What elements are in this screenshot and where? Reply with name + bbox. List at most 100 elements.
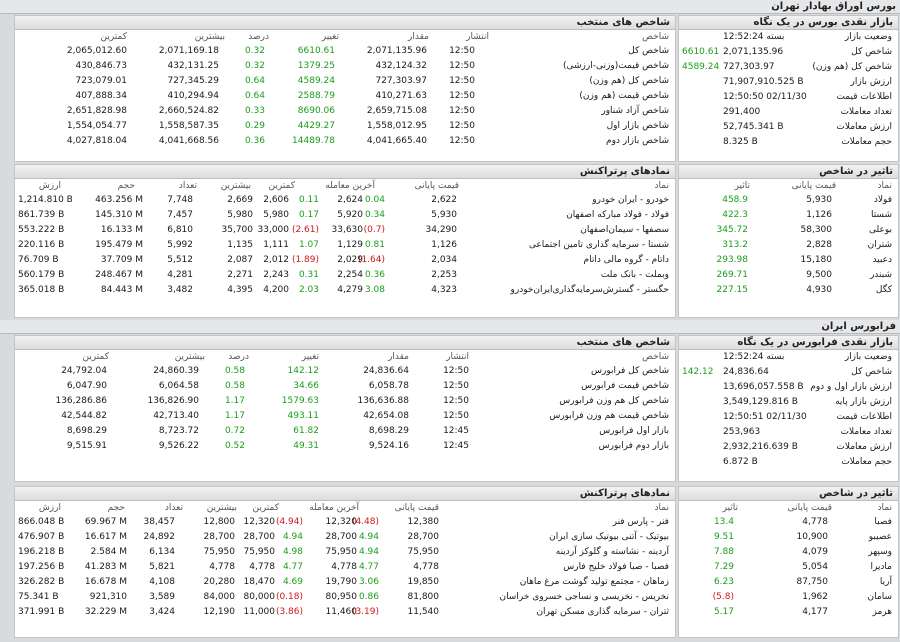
symbol-name: فولاد - فولاد مبارکه اصفهان: [566, 210, 669, 220]
symbol-close-change: 0.36: [364, 270, 385, 280]
index-time: 12:50: [443, 366, 469, 376]
ifb-indices-header-row: شاخص انتشار مقدار تغییر درصد بیشترین کمت…: [15, 350, 675, 364]
snapshot-label: تعداد معاملات: [840, 427, 892, 437]
impact-row[interactable]: آریا 87,750 6.23: [679, 575, 898, 590]
index-name: شاخص کل فرابورس: [591, 366, 669, 376]
symbol-row[interactable]: وبملت - بانک ملت 2,253 0.36 2,254 0.31 2,243 2…: [15, 268, 675, 283]
symbol-last-change: (3.86): [275, 607, 303, 617]
symbol-row[interactable]: آردینه - نشاسته و گلوکز آردینه 75,950 4.94…: [15, 545, 675, 560]
snapshot-change: 142.12: [682, 367, 714, 377]
symbol-count: 7,748: [167, 195, 193, 205]
col-header-value: مقدار: [388, 352, 409, 362]
symbol-row[interactable]: حگستر - گسترش‌سرمایه‌گذاری‌ایران‌خودرو 4,…: [15, 283, 675, 298]
symbol-last: 2,624: [337, 195, 363, 205]
index-row[interactable]: شاخص قیمت هم وزن فرابورس 12:50 42,654.08 49…: [15, 409, 675, 424]
snapshot-row: شاخص کل 24,836.64 142.12: [679, 365, 898, 380]
symbol-last-change: 4.69: [282, 577, 303, 587]
snapshot-label: تعداد معاملات: [840, 107, 892, 117]
impact-row[interactable]: دعبید 15,180 293.98: [679, 253, 898, 268]
index-row[interactable]: بازار دوم فرابورس 12:45 9,524.16 49.31 0.52 9…: [15, 439, 675, 454]
impact-price: 87,750: [796, 577, 829, 587]
col-header-time: انتشار: [466, 32, 489, 42]
index-row[interactable]: بازار اول فرابورس 12:45 8,698.29 61.82 0.72 8…: [15, 424, 675, 439]
impact-price: 5,930: [806, 195, 832, 205]
symbol-row[interactable]: ثتران - سرمایه گذاری مسکن تهران 11,540 (3.…: [15, 605, 675, 620]
snapshot-value: 253,963: [723, 427, 761, 437]
symbol-last: 4,778: [331, 562, 357, 572]
col-header-high: بیشترین: [174, 352, 205, 362]
index-low: 2,065,012.60: [66, 46, 127, 56]
col-header-low: کمترین: [82, 352, 109, 362]
index-high: 410,294.94: [167, 91, 219, 101]
impact-row[interactable]: بوعلی 58,300 345.72: [679, 223, 898, 238]
impact-effect: (5.8): [712, 592, 734, 602]
snapshot-row: تعداد معاملات 291,400: [679, 105, 898, 120]
symbol-count: 5,821: [149, 562, 175, 572]
symbol-close: 28,700: [407, 532, 440, 542]
impact-row[interactable]: وسپهر 4,079 7.88: [679, 545, 898, 560]
snapshot-value: 8.325 B: [723, 137, 758, 147]
snapshot-row: ارزش بازار پایه 3,549,129.816 B: [679, 395, 898, 410]
index-row[interactable]: شاخص قیمت فرابورس 12:50 6,058.78 34.66 0.58 6…: [15, 379, 675, 394]
impact-row[interactable]: شبندر 9,500 269.71: [679, 268, 898, 283]
symbol-close-change: 3.08: [364, 285, 385, 295]
symbol-close: 1,126: [431, 240, 457, 250]
symbol-volume: 69.967 M: [84, 517, 127, 527]
impact-row[interactable]: شتران 2,828 313.2: [679, 238, 898, 253]
symbol-count: 4,108: [149, 577, 175, 587]
impact-symbol: فصبا: [874, 517, 892, 527]
impact-row[interactable]: مادیرا 5,054 7.29: [679, 560, 898, 575]
impact-price: 4,177: [802, 607, 828, 617]
col-header-low: کمترین: [252, 503, 279, 513]
impact-row[interactable]: شستا 1,126 422.3: [679, 208, 898, 223]
index-high: 727,345.29: [167, 76, 219, 86]
symbol-row[interactable]: فنر - پارس فنر 12,380 (4.48) 12,320 (4.94) 12…: [15, 515, 675, 530]
impact-symbol: دعبید: [872, 255, 892, 265]
col-header-value: مقدار: [408, 32, 429, 42]
index-high: 8,723.72: [158, 426, 199, 436]
col-header-index: شاخص: [642, 32, 669, 42]
symbol-row[interactable]: بیوتیک - آتنی بیوتیک سازی ایران 28,700 4.9…: [15, 530, 675, 545]
snapshot-value: بسته 12:52:24: [723, 352, 785, 362]
impact-row[interactable]: سامان 1,962 (5.8): [679, 590, 898, 605]
snapshot-label: ارزش بازار: [850, 77, 892, 87]
index-row[interactable]: شاخص بازار دوم 12:50 4,041,665.40 14489.78 0…: [15, 134, 675, 149]
symbol-row[interactable]: خودرو - ایران خودرو 2,622 0.04 2,624 0.11 2,6…: [15, 193, 675, 208]
symbol-row[interactable]: زماهان - مجتمع تولید گوشت مرغ ماهان 19,85…: [15, 575, 675, 590]
index-row[interactable]: شاخص کل (هم وزن) 12:50 727,303.97 4589.24 0.…: [15, 74, 675, 89]
snapshot-label: وضعیت بازار: [844, 352, 892, 362]
snapshot-value: بسته 12:52:24: [723, 32, 785, 42]
symbol-row[interactable]: داتام - گروه مالی داتام 2,034 (1.64) 2,029 (…: [15, 253, 675, 268]
symbol-high: 20,280: [203, 577, 236, 587]
impact-row[interactable]: هرمز 4,177 5.17: [679, 605, 898, 620]
index-row[interactable]: شاخص کل هم وزن فرابورس 12:50 136,636.88 157…: [15, 394, 675, 409]
snapshot-row: شاخص کل 2,071,135.96 6610.61: [679, 45, 898, 60]
impact-effect: 6.23: [713, 577, 734, 587]
index-row[interactable]: شاخص بازار اول 12:50 1,558,012.95 4429.27 0.…: [15, 119, 675, 134]
symbol-row[interactable]: نخریس - نخریسی و نساجی خسروی خراسان 81,80…: [15, 590, 675, 605]
symbol-row[interactable]: سصفها - سیمان‌اصفهان 34,290 (0.7) 33,630 (2.…: [15, 223, 675, 238]
snapshot-value: 2,932,216.639 B: [723, 442, 798, 452]
index-row[interactable]: شاخص قیمت (هم وزن) 12:50 410,271.63 2588.79…: [15, 89, 675, 104]
index-row[interactable]: شاخص کل 12:50 2,071,135.96 6610.61 0.32 2,071…: [15, 44, 675, 59]
symbol-name: نخریس - نخریسی و نساجی خسروی خراسان: [499, 592, 669, 602]
symbol-row[interactable]: فولاد - فولاد مبارکه اصفهان 5,930 0.34 5,92…: [15, 208, 675, 223]
col-header-symbol: نماد: [654, 503, 669, 513]
impact-row[interactable]: عصیبو 10,900 9.51: [679, 530, 898, 545]
impact-row[interactable]: فولاد 5,930 458.9: [679, 193, 898, 208]
impact-row[interactable]: فصبا 4,778 13.4: [679, 515, 898, 530]
col-header-close: قیمت پایانی: [394, 503, 439, 513]
impact-effect: 293.98: [716, 255, 749, 265]
index-row[interactable]: شاخص آزاد شناور 12:50 2,659,715.08 8690.06 0…: [15, 104, 675, 119]
index-row[interactable]: شاخص قیمت(وزنی-ارزشی) 12:50 432,124.32 1379…: [15, 59, 675, 74]
impact-row[interactable]: کگل 4,930 227.15: [679, 283, 898, 298]
index-row[interactable]: شاخص کل فرابورس 12:50 24,836.64 142.12 0.58 2…: [15, 364, 675, 379]
impact-symbol: فولاد: [873, 195, 892, 205]
index-high: 432,131.25: [167, 61, 219, 71]
index-value: 9,524.16: [368, 441, 409, 451]
symbol-row[interactable]: شستا - سرمایه گذاری تامین اجتماعی 1,126 0.…: [15, 238, 675, 253]
symbol-row[interactable]: فصبا - صبا فولاد خلیج فارس 4,778 4.77 4,778…: [15, 560, 675, 575]
index-change: 49.31: [293, 441, 319, 451]
index-change: 142.12: [287, 366, 320, 376]
snapshot-value: 3,549,129.816 B: [723, 397, 798, 407]
